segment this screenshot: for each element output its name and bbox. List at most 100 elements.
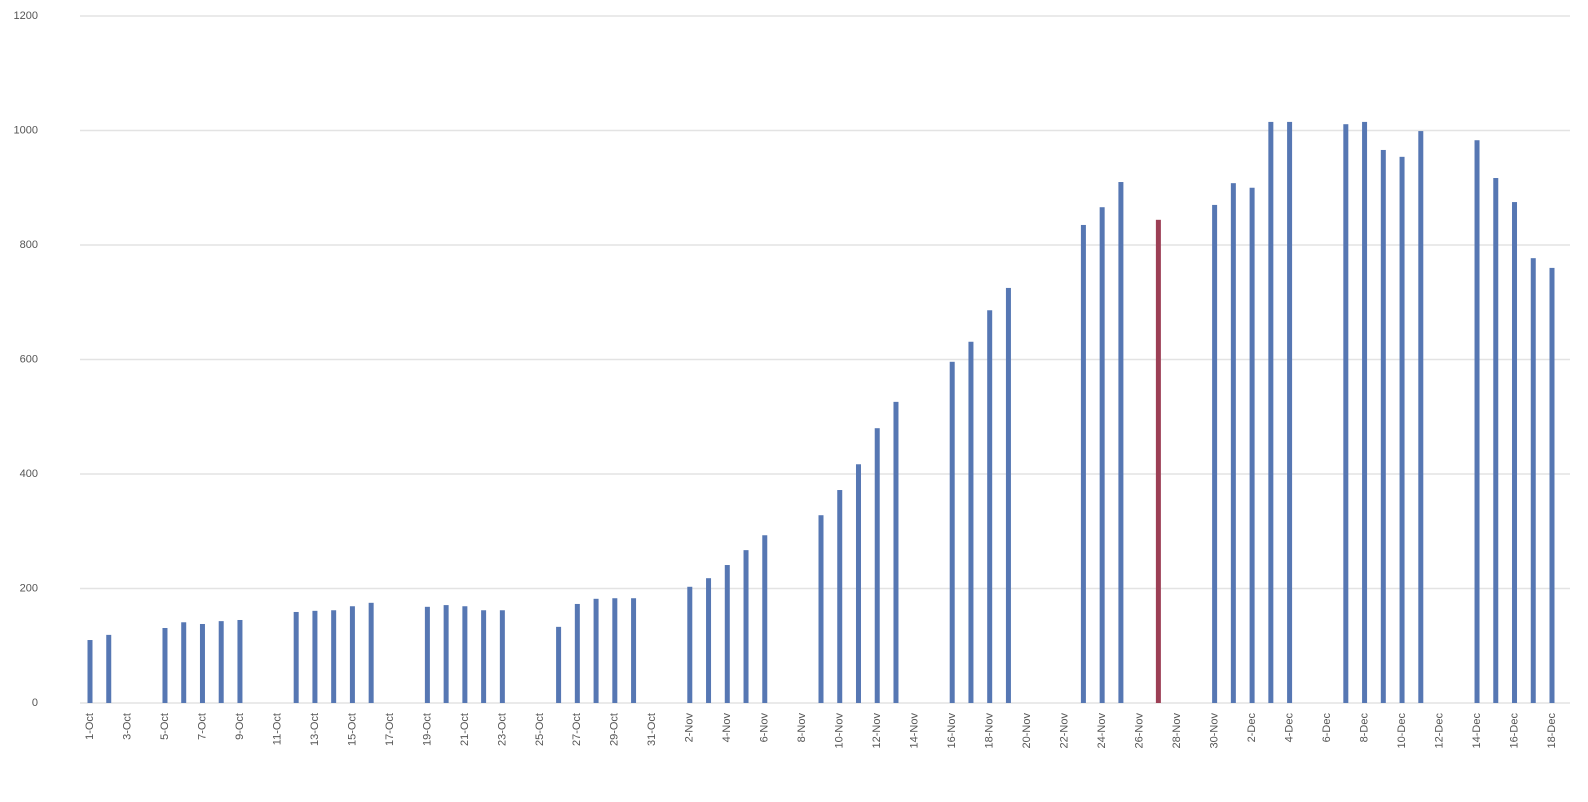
bar bbox=[349, 606, 355, 703]
bar bbox=[1474, 140, 1480, 704]
x-tick-label: 3-Oct bbox=[121, 713, 133, 740]
bar bbox=[1118, 182, 1124, 703]
x-tick-label: 8-Nov bbox=[796, 713, 808, 743]
bar bbox=[1380, 149, 1386, 704]
y-tick-label: 1200 bbox=[14, 10, 38, 22]
bar bbox=[574, 603, 580, 703]
bar bbox=[199, 623, 205, 703]
x-tick-label: 23-Oct bbox=[496, 713, 508, 746]
x-tick-label: 22-Nov bbox=[1059, 713, 1071, 749]
bar bbox=[1005, 287, 1011, 703]
bar bbox=[481, 610, 487, 703]
bar bbox=[593, 598, 599, 703]
bar bbox=[293, 611, 299, 703]
x-tick-label: 20-Nov bbox=[1021, 713, 1033, 749]
bar bbox=[1287, 121, 1293, 704]
x-tick-label: 4-Dec bbox=[1283, 713, 1295, 743]
y-tick-label: 1000 bbox=[14, 124, 38, 136]
bar bbox=[368, 602, 374, 703]
y-tick-label: 400 bbox=[20, 468, 38, 480]
bar bbox=[1230, 183, 1236, 704]
x-tick-label: 27-Oct bbox=[571, 713, 583, 746]
y-tick-label: 0 bbox=[32, 697, 38, 709]
x-tick-label: 5-Oct bbox=[159, 713, 171, 740]
x-tick-label: 15-Oct bbox=[346, 713, 358, 746]
x-tick-label: 13-Oct bbox=[309, 713, 321, 746]
bar bbox=[1268, 121, 1274, 704]
bar bbox=[556, 626, 562, 703]
x-tick-label: 2-Dec bbox=[1246, 713, 1258, 743]
y-tick-label: 600 bbox=[20, 353, 38, 365]
x-tick-label: 11-Oct bbox=[271, 713, 283, 745]
x-tick-label: 6-Nov bbox=[759, 713, 771, 743]
x-tick-label: 25-Oct bbox=[534, 713, 546, 746]
bar bbox=[237, 619, 243, 703]
bar bbox=[162, 628, 168, 703]
x-tick-label: 24-Nov bbox=[1096, 713, 1108, 749]
bar bbox=[1362, 121, 1368, 704]
bar bbox=[1249, 187, 1255, 703]
bar bbox=[874, 428, 880, 703]
x-tick-label: 16-Nov bbox=[946, 713, 958, 749]
bar bbox=[106, 634, 112, 703]
x-tick-label: 26-Nov bbox=[1134, 713, 1146, 749]
x-tick-label: 31-Oct bbox=[646, 713, 658, 746]
x-tick-label: 28-Nov bbox=[1171, 713, 1183, 749]
x-tick-label: 29-Oct bbox=[609, 713, 621, 746]
x-tick-label: 14-Nov bbox=[909, 713, 921, 749]
bar bbox=[987, 310, 993, 703]
bar bbox=[818, 515, 824, 703]
x-tick-label: 18-Nov bbox=[984, 713, 996, 749]
x-tick-label: 7-Oct bbox=[196, 713, 208, 740]
bar bbox=[1530, 258, 1536, 703]
x-tick-label: 9-Oct bbox=[234, 713, 246, 740]
x-tick-label: 12-Dec bbox=[1433, 713, 1445, 749]
bar bbox=[424, 606, 430, 703]
x-tick-label: 8-Dec bbox=[1358, 713, 1370, 743]
bar bbox=[687, 586, 693, 703]
y-tick-label: 800 bbox=[20, 239, 38, 251]
bar bbox=[1418, 131, 1424, 703]
x-tick-label: 10-Nov bbox=[834, 713, 846, 749]
x-tick-label: 17-Oct bbox=[384, 713, 396, 746]
x-tick-label: 19-Oct bbox=[421, 713, 433, 746]
bar bbox=[499, 610, 505, 703]
bar bbox=[706, 578, 712, 703]
bar bbox=[612, 598, 618, 703]
bar bbox=[218, 621, 224, 703]
bar bbox=[1512, 202, 1518, 703]
bar bbox=[893, 401, 899, 703]
bar bbox=[855, 464, 861, 703]
bar bbox=[1080, 224, 1086, 703]
y-tick-label: 200 bbox=[20, 582, 38, 594]
x-tick-label: 18-Dec bbox=[1546, 713, 1558, 749]
bar bbox=[1099, 207, 1105, 703]
bar bbox=[462, 606, 468, 703]
x-tick-label: 16-Dec bbox=[1508, 713, 1520, 749]
bar bbox=[181, 622, 187, 703]
bar bbox=[1399, 156, 1405, 703]
x-tick-label: 10-Dec bbox=[1396, 713, 1408, 749]
bar bbox=[443, 605, 449, 703]
bar bbox=[762, 535, 768, 703]
bar bbox=[87, 640, 93, 703]
bar bbox=[743, 550, 749, 703]
bar bbox=[312, 610, 318, 703]
x-tick-label: 4-Nov bbox=[721, 713, 733, 743]
bar bbox=[724, 565, 730, 703]
bar bbox=[1549, 267, 1555, 703]
bar bbox=[331, 610, 337, 703]
x-tick-label: 14-Dec bbox=[1471, 713, 1483, 749]
x-tick-label: 6-Dec bbox=[1321, 713, 1333, 743]
bar bbox=[968, 341, 974, 703]
bar bbox=[1493, 178, 1499, 703]
x-tick-label: 12-Nov bbox=[871, 713, 883, 749]
x-tick-label: 2-Nov bbox=[684, 713, 696, 743]
bar bbox=[631, 598, 637, 703]
bar bbox=[1343, 124, 1349, 703]
bar bbox=[1155, 219, 1161, 703]
bar bbox=[837, 490, 843, 703]
x-tick-label: 1-Oct bbox=[84, 713, 96, 740]
bar bbox=[949, 361, 955, 703]
